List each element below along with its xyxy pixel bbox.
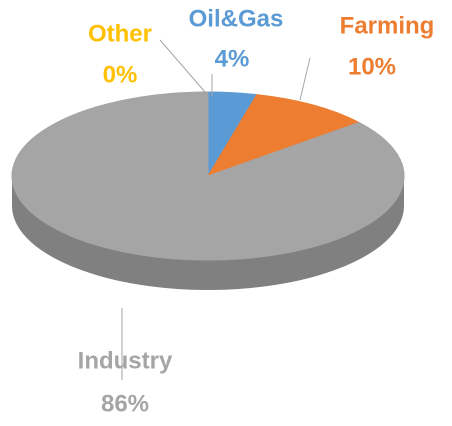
leader-line [299, 57, 311, 101]
category-label: Farming [340, 12, 435, 39]
slice [11, 91, 405, 261]
side-shade [12, 176, 404, 290]
value-label: 4% [215, 45, 250, 72]
value-label: 10% [348, 53, 396, 80]
value-label: 0% [103, 61, 138, 88]
category-label: Oil&Gas [189, 5, 284, 32]
category-label: Industry [78, 347, 173, 374]
leader-line [159, 39, 206, 93]
slice [206, 94, 361, 177]
category-label: Other [88, 20, 152, 47]
value-label: 86% [101, 390, 149, 417]
slice-side [12, 176, 404, 290]
